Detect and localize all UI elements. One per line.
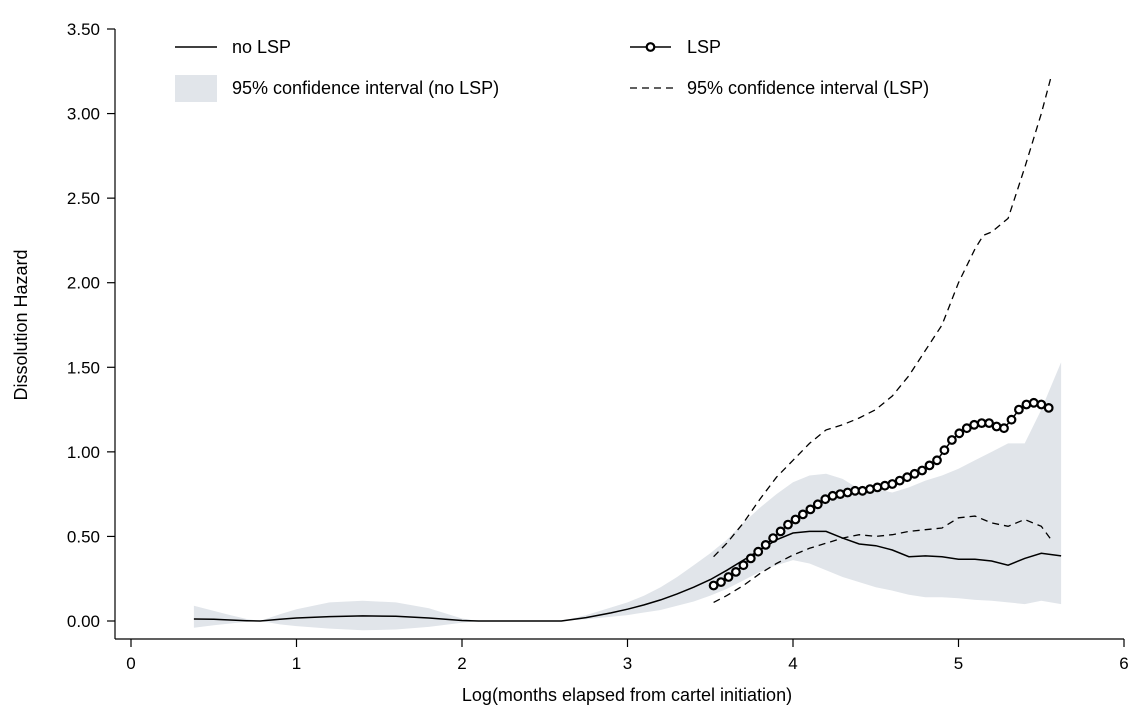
lsp-point <box>798 509 808 520</box>
ci-band-no-lsp <box>193 362 1062 631</box>
lsp-point <box>790 514 801 525</box>
lsp-point <box>872 482 883 493</box>
no-lsp-line <box>193 530 1062 622</box>
y-tick-label: 3.50 <box>67 20 100 39</box>
y-tick-label: 0.00 <box>67 612 100 631</box>
y-ticks: 0.00 0.50 1.00 1.50 2.00 2.50 3.00 3.50 <box>67 20 115 631</box>
lsp-point <box>745 553 756 564</box>
x-tick-label: 0 <box>126 654 135 673</box>
lsp-point <box>805 504 816 515</box>
lsp-point <box>1006 414 1017 425</box>
lsp-point <box>753 546 764 557</box>
legend-swatch-ci-no-lsp <box>175 75 217 102</box>
ci-layer <box>193 362 1062 631</box>
lsp-point <box>917 465 927 476</box>
lsp-point <box>954 428 965 439</box>
x-axis-title: Log(months elapsed from cartel initiatio… <box>462 685 792 705</box>
lsp-point <box>894 475 905 486</box>
x-tick-label: 5 <box>954 654 963 673</box>
lsp-point <box>1014 404 1024 415</box>
lsp-point <box>1036 399 1047 410</box>
axes-layer <box>114 29 1124 640</box>
lsp-point <box>768 533 778 543</box>
ci-lsp-lower-line <box>713 515 1052 603</box>
lsp-point <box>842 487 853 498</box>
lsp-point <box>902 472 913 483</box>
lsp-point <box>932 455 942 466</box>
lsp-point <box>812 499 823 510</box>
lsp-point <box>969 419 980 430</box>
lsp-point <box>731 567 741 577</box>
lsp-point <box>708 580 719 591</box>
markers-layer <box>708 397 1054 591</box>
legend-label-lsp: LSP <box>687 37 721 57</box>
lsp-point <box>820 494 831 505</box>
lsp-point <box>924 460 935 471</box>
lsp-point <box>716 577 726 587</box>
x-tick-label: 4 <box>788 654 797 673</box>
legend-label-no-lsp: no LSP <box>232 37 291 57</box>
lsp-point <box>947 435 957 445</box>
lsp-point <box>857 485 868 496</box>
y-tick-label: 1.50 <box>67 358 100 377</box>
lsp-point <box>760 540 771 550</box>
legend-swatch-lsp-marker <box>645 42 656 52</box>
x-tick-label: 2 <box>457 654 466 673</box>
lsp-point <box>1043 403 1054 413</box>
lsp-point <box>723 572 734 582</box>
x-tick-label: 3 <box>623 654 632 673</box>
lsp-point <box>1028 397 1039 408</box>
y-tick-label: 2.00 <box>67 274 100 293</box>
lsp-point <box>827 490 838 501</box>
legend: no LSP LSP 95% confidence interval (no L… <box>175 37 929 102</box>
y-tick-label: 2.50 <box>67 189 100 208</box>
lsp-point <box>738 560 749 571</box>
lsp-point <box>783 519 793 530</box>
ci-lsp-upper-line <box>713 76 1052 558</box>
x-tick-label: 1 <box>292 654 301 673</box>
x-ticks: 0 1 2 3 4 5 6 <box>126 639 1129 673</box>
lsp-point <box>939 445 950 456</box>
lsp-point <box>984 418 994 429</box>
x-tick-label: 6 <box>1119 654 1128 673</box>
lsp-point <box>999 423 1009 434</box>
legend-label-ci-no-lsp: 95% confidence interval (no LSP) <box>232 78 499 98</box>
y-tick-label: 3.00 <box>67 105 100 124</box>
y-tick-label: 0.50 <box>67 527 100 546</box>
y-axis-title: Dissolution Hazard <box>11 249 31 400</box>
y-tick-label: 1.00 <box>67 443 100 462</box>
lsp-point <box>775 526 786 537</box>
legend-label-ci-lsp: 95% confidence interval (LSP) <box>687 78 929 98</box>
lsp-point <box>909 468 920 479</box>
lsp-point <box>961 423 972 434</box>
lsp-point <box>887 479 898 489</box>
